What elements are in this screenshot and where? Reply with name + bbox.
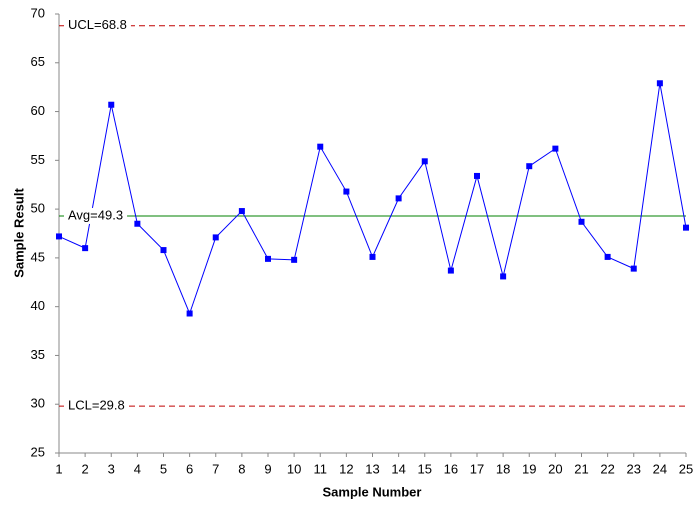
x-tick-label: 4 <box>134 461 141 476</box>
x-tick-label: 19 <box>522 461 536 476</box>
label-background <box>64 398 129 415</box>
data-point <box>186 310 193 317</box>
reference-label: LCL=29.8 <box>68 398 125 413</box>
x-tick-label: 1 <box>55 461 62 476</box>
data-point <box>265 255 271 262</box>
data-point <box>134 220 141 227</box>
data-point <box>238 208 245 215</box>
label-background <box>64 17 131 34</box>
data-point <box>578 218 585 225</box>
x-tick-label: 7 <box>212 461 219 476</box>
x-tick-label: 2 <box>82 461 89 476</box>
x-tick-label: 24 <box>653 461 667 476</box>
x-tick-label: 3 <box>108 461 115 476</box>
x-tick-label: 22 <box>600 461 614 476</box>
data-point <box>212 234 219 241</box>
x-tick-label: 13 <box>365 461 379 476</box>
x-tick-label: 15 <box>418 461 432 476</box>
data-point <box>656 80 663 87</box>
x-tick-label: 21 <box>574 461 588 476</box>
data-point <box>421 158 428 165</box>
data-point <box>447 267 454 274</box>
x-tick-label: 5 <box>160 461 167 476</box>
y-tick-label: 65 <box>31 54 45 69</box>
reference-label: Avg=49.3 <box>68 207 123 222</box>
x-tick-label: 9 <box>264 461 271 476</box>
y-tick-label: 50 <box>31 201 45 216</box>
y-tick-label: 35 <box>31 347 45 362</box>
x-axis-title: Sample Number <box>323 484 422 499</box>
x-tick-label: 6 <box>186 461 193 476</box>
reference-label: UCL=68.8 <box>68 17 127 32</box>
x-tick-label: 10 <box>287 461 301 476</box>
y-axis-title: Sample Result <box>11 188 26 278</box>
label-background <box>64 207 128 224</box>
y-tick-label: 45 <box>31 249 45 264</box>
x-tick-label: 23 <box>627 461 641 476</box>
data-point <box>474 172 480 179</box>
data-point <box>395 195 402 202</box>
y-tick-label: 25 <box>31 444 45 459</box>
y-tick-label: 40 <box>31 298 45 313</box>
x-tick-label: 11 <box>314 461 328 476</box>
y-tick-label: 30 <box>31 396 45 411</box>
data-point <box>317 143 324 150</box>
data-point <box>343 188 350 195</box>
x-tick-label: 8 <box>238 461 245 476</box>
data-point <box>630 265 637 272</box>
x-tick-label: 16 <box>444 461 458 476</box>
data-point <box>160 247 167 254</box>
data-point <box>552 145 559 152</box>
x-tick-label: 25 <box>679 461 693 476</box>
data-point <box>500 273 507 280</box>
y-tick-label: 55 <box>31 152 45 167</box>
data-point <box>683 224 689 231</box>
x-tick-label: 18 <box>496 461 510 476</box>
y-tick-label: 60 <box>31 103 45 118</box>
data-point <box>56 233 62 240</box>
x-tick-label: 20 <box>548 461 562 476</box>
x-tick-label: 14 <box>391 461 405 476</box>
data-point <box>526 163 533 170</box>
series-line <box>58 83 687 315</box>
x-tick-label: 17 <box>470 461 484 476</box>
y-tick-label: 70 <box>31 5 45 20</box>
data-point <box>108 101 115 108</box>
x-tick-label: 12 <box>339 461 353 476</box>
data-point <box>82 245 89 252</box>
data-point <box>291 256 298 263</box>
data-point <box>369 253 376 260</box>
data-point <box>604 253 611 260</box>
